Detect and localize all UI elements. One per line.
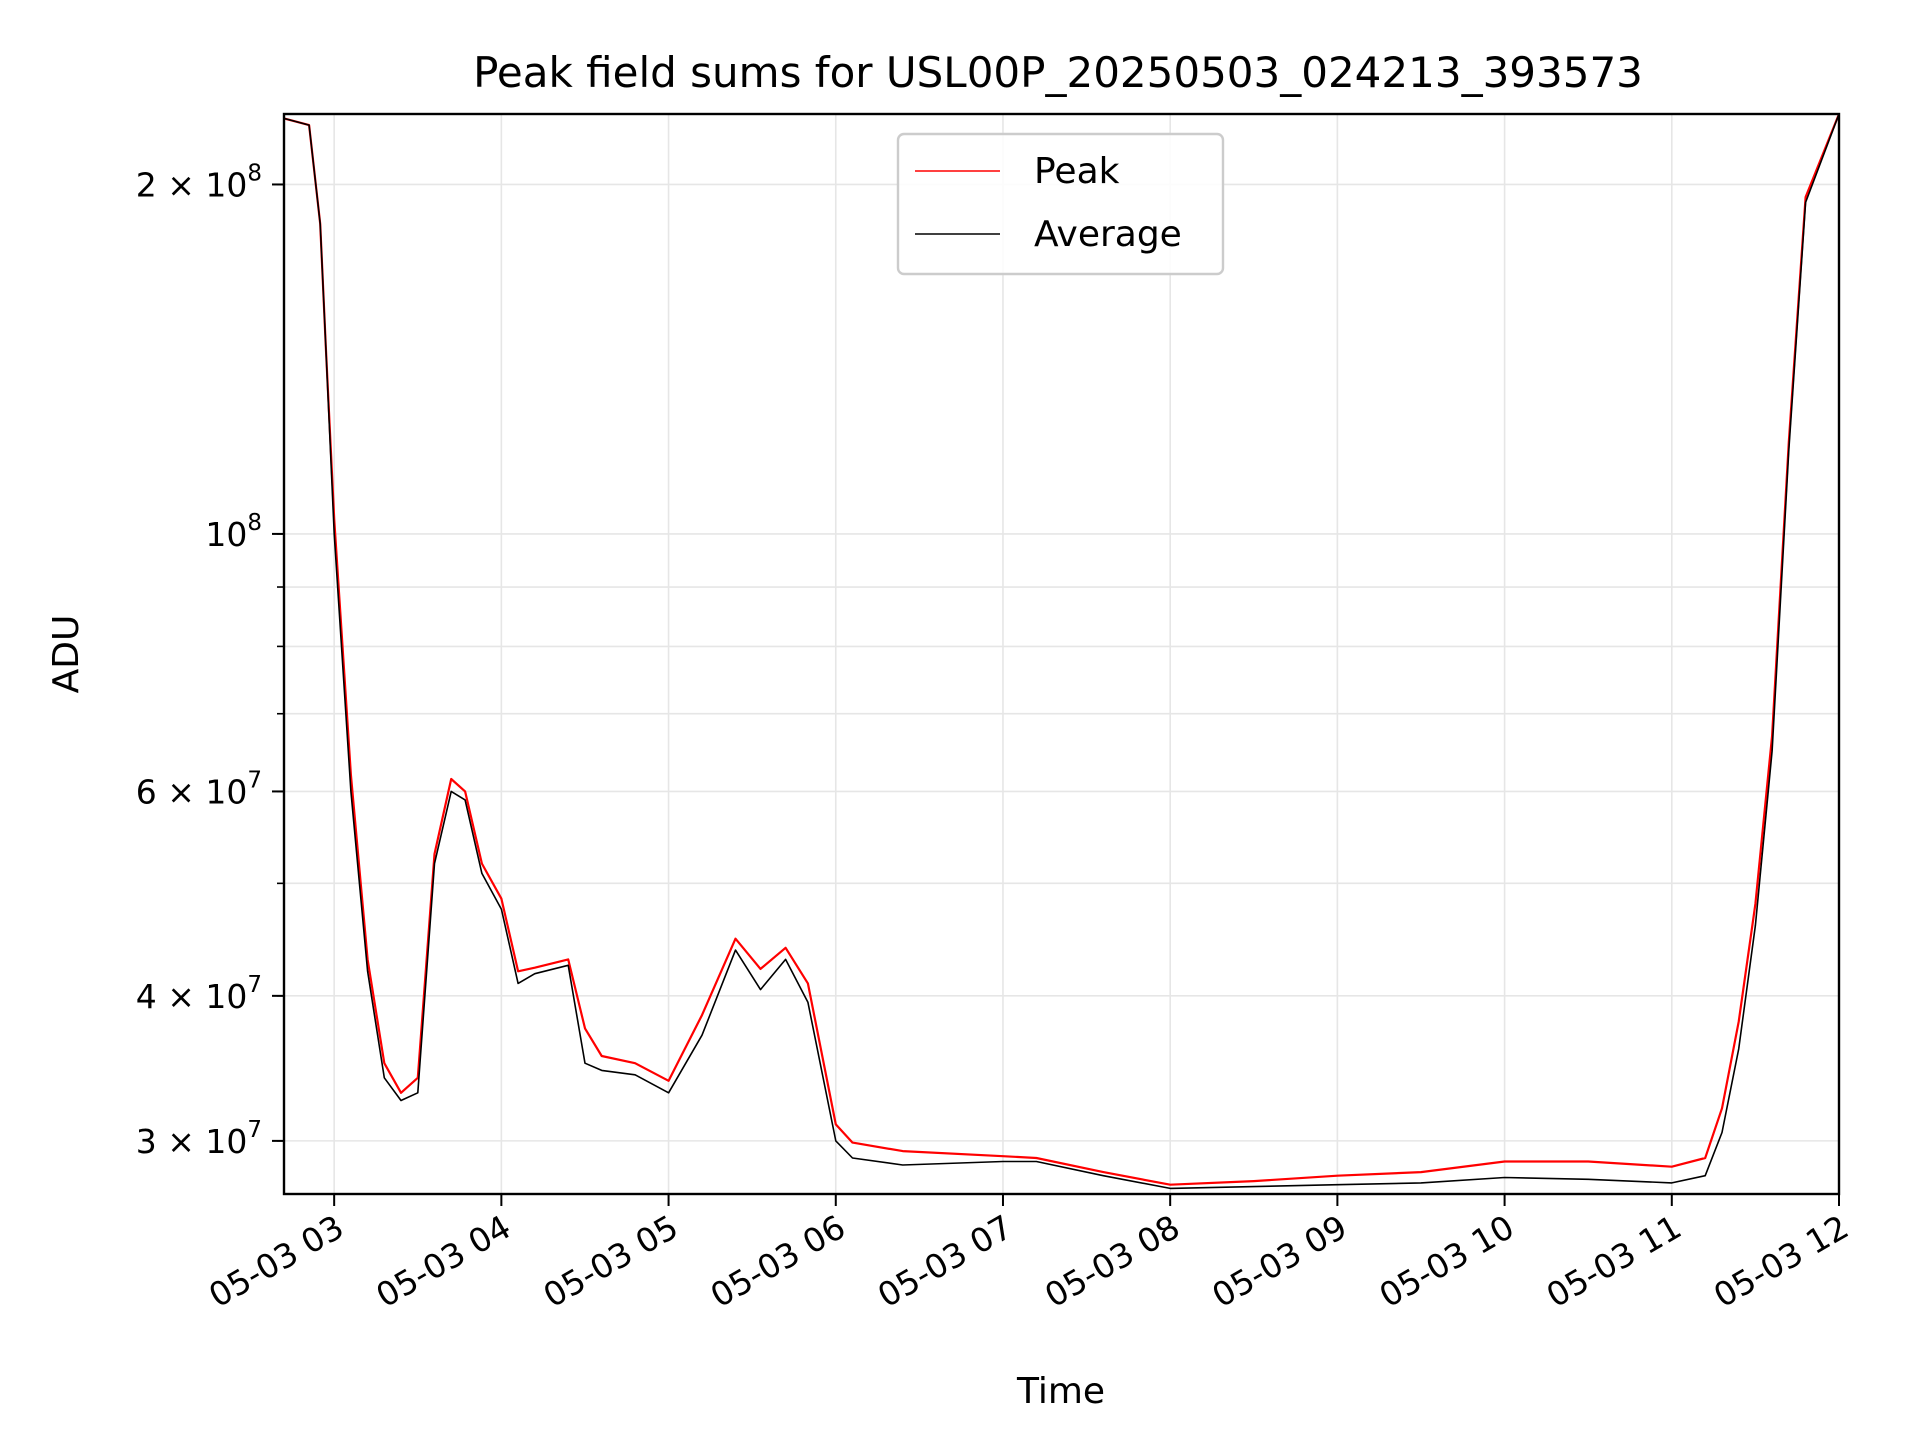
y-tick-label: 2 × 108 bbox=[136, 160, 262, 204]
series-line-peak bbox=[283, 113, 1841, 1186]
x-axis-label: Time bbox=[1016, 1371, 1105, 1412]
y-axis-label: ADU bbox=[46, 615, 87, 694]
legend-box bbox=[896, 132, 1225, 276]
series-layer bbox=[283, 113, 1841, 1190]
y-tick-label: 4 × 107 bbox=[136, 972, 262, 1016]
legend-label-peak: Peak bbox=[1034, 151, 1120, 192]
series-line-average bbox=[283, 113, 1840, 1190]
legend-label-average: Average bbox=[1034, 214, 1182, 255]
y-tick-label: 6 × 107 bbox=[136, 767, 262, 811]
plot-frame bbox=[282, 112, 1841, 1196]
chart-title: Peak field sums for USL00P_20250503_0242… bbox=[473, 48, 1643, 97]
y-tick-label: 3 × 107 bbox=[136, 1117, 262, 1161]
legend: Peak Average bbox=[896, 132, 1225, 276]
